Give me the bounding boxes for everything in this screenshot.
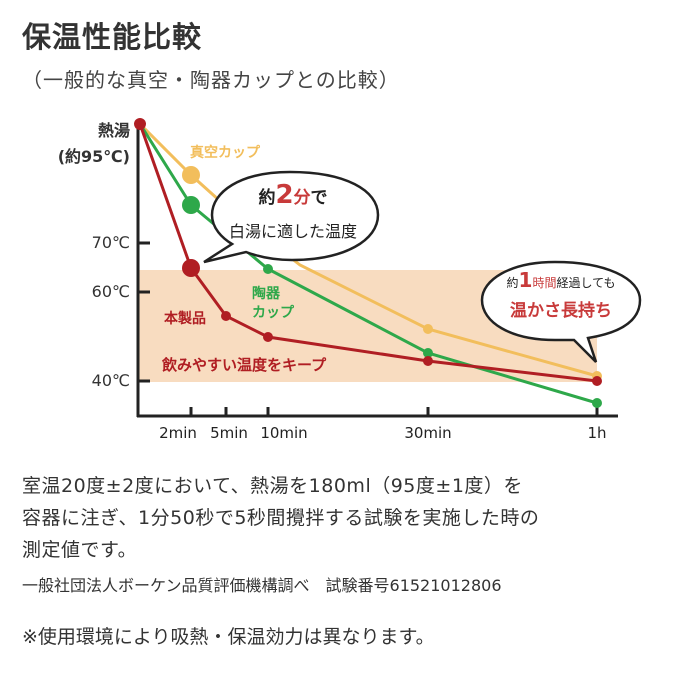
product-point-10min <box>263 332 273 342</box>
page-title: 保温性能比較 <box>22 20 203 54</box>
bubble1-line1: 約2分で <box>218 180 368 210</box>
bubble1-num: 2 <box>275 180 294 210</box>
test-note-line1: 室温20度±2度において、熱湯を180ml（95度±1度）を <box>22 475 523 497</box>
x-label-5min: 5min <box>210 424 248 442</box>
legend-ceramic-line2: カップ <box>252 305 294 321</box>
product-point-5min <box>221 311 231 321</box>
legend-product: 本製品 <box>164 311 206 327</box>
bubble2-line1: 約1時間経過しても <box>486 268 636 292</box>
start-point <box>134 118 146 130</box>
band-label: 飲みやすい温度をキープ <box>162 356 327 374</box>
speech-bubble-2min <box>203 170 380 264</box>
bubble2-num: 1 <box>518 268 533 292</box>
y-label-60: 60℃ <box>91 282 130 301</box>
vacuum-point-30min <box>423 324 433 334</box>
bubble2-pre: 約 <box>506 276 519 290</box>
bubble1-pre: 約 <box>258 188 276 208</box>
vacuum-point-2min <box>182 166 200 184</box>
bubble2-post: 経過しても <box>556 276 616 290</box>
page-subtitle: （一般的な真空・陶器カップとの比較） <box>22 68 400 92</box>
product-point-1h <box>592 376 602 386</box>
speech-bubble-1h <box>480 260 642 363</box>
series-product-line <box>138 123 598 383</box>
temperature-chart: 熱湯 (約95℃) 70℃ 60℃ 40℃ 2min 5min 10min 30… <box>57 118 642 442</box>
x-label-30min: 30min <box>404 424 452 442</box>
legend-ceramic: 陶器 カップ <box>252 285 294 323</box>
bubble1-unit: 分 <box>293 188 311 208</box>
y-label-40: 40℃ <box>91 371 130 390</box>
y-label-boiling-temp: (約95℃) <box>57 147 130 166</box>
test-note-line3: 測定値です。 <box>22 539 138 561</box>
bubble1-post: で <box>310 188 328 208</box>
product-point-30min <box>423 356 433 366</box>
x-label-10min: 10min <box>260 424 308 442</box>
test-note-line2: 容器に注ぎ、1分50秒で5秒間攪拌する試験を実施した時の <box>22 507 540 529</box>
test-source: 一般社団法人ボーケン品質評価機構調べ 試験番号61521012806 <box>22 576 502 595</box>
legend-vacuum: 真空カップ <box>190 145 260 161</box>
bubble2-unit: 時間 <box>532 276 557 290</box>
x-label-1h: 1h <box>587 424 607 442</box>
bubble2-line2: 温かさ長持ち <box>510 301 612 321</box>
product-point-2min <box>182 259 200 277</box>
disclaimer: ※使用環境により吸熱・保温効力は異なります。 <box>22 626 435 648</box>
legend-ceramic-line1: 陶器 <box>252 286 280 302</box>
ceramic-point-10min <box>263 264 273 274</box>
x-label-2min: 2min <box>159 424 197 442</box>
ceramic-point-30min <box>423 348 433 358</box>
y-label-boiling: 熱湯 <box>97 121 130 140</box>
ceramic-point-1h <box>592 398 602 408</box>
chart-canvas <box>134 118 642 418</box>
series-ceramic-line <box>138 123 598 405</box>
ceramic-point-2min <box>182 196 200 214</box>
y-label-70: 70℃ <box>91 233 130 252</box>
bubble1-line2: 白湯に適した温度 <box>228 222 357 241</box>
